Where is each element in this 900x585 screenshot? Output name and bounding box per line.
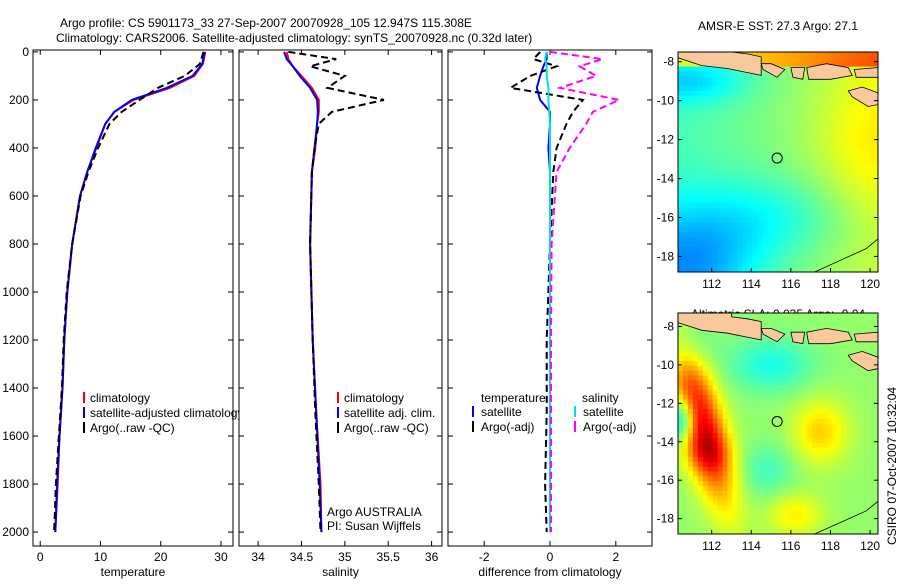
sumbawa-land [806, 63, 853, 80]
figure-title-line2: Climatology: CARS2006. Satellite-adjuste… [56, 31, 532, 45]
y-tick-label: -12 [657, 133, 675, 147]
x-tick-label: 114 [742, 277, 761, 291]
y-tick-label: -8 [663, 319, 674, 333]
y-tick-label: -12 [657, 396, 675, 410]
annotation-text: PI: Susan Wijffels [327, 519, 421, 533]
argo-location-marker [771, 152, 783, 164]
profile-panel-1: 0 10 20 30 0 200 400 600 800 1000 1200 1400 1600 1800… [2, 45, 243, 579]
sumbawa-land [806, 327, 853, 345]
y-tick-label: -16 [657, 210, 675, 224]
y-tick-label: 2000 [2, 525, 29, 539]
legend-entry: satellite [481, 405, 522, 419]
y-tick-label: 800 [9, 237, 29, 251]
footer-stamp: CSIRO 07-Oct-2007 10:32:04 [885, 387, 899, 545]
y-tick-label: -10 [657, 358, 675, 372]
x-tick-label: 34.5 [290, 550, 314, 564]
legend-entry: climatology [90, 391, 150, 405]
map-axes-box [677, 51, 879, 273]
series-line-argo-raw-qc- [53, 51, 205, 533]
x-tick-label: 20 [154, 550, 168, 564]
x-tick-label: 114 [742, 539, 761, 553]
legend-header: temperature [481, 391, 546, 405]
x-tick-label: 120 [860, 539, 880, 553]
legend-entry: climatology [344, 391, 404, 405]
y-tick-label: -8 [663, 55, 674, 69]
y-tick-label: -18 [657, 249, 675, 263]
x-tick-label: 118 [821, 277, 840, 291]
lombok-land [790, 331, 806, 345]
x-tick-label: 116 [781, 539, 800, 553]
x-tick-label: 35 [338, 550, 352, 564]
x-tick-label: 10 [94, 550, 108, 564]
heatmap-cells [678, 52, 878, 272]
legend-entry: Argo(..raw -QC) [344, 421, 429, 435]
australia-coastline [814, 501, 879, 535]
y-tick-label: 1200 [2, 333, 29, 347]
bali-land [760, 327, 786, 343]
x-tick-label: 112 [702, 539, 721, 553]
legend-entry: satellite adj. clim. [344, 406, 435, 420]
x-axis-label: difference from climatology [478, 565, 621, 579]
series-line-temperature-argo-adj- [507, 51, 585, 533]
legend-entry: satellite-adjusted climatology [90, 406, 243, 420]
y-tick-label: -14 [657, 435, 675, 449]
x-axis-label: salinity [322, 565, 359, 579]
argo-location-marker [771, 416, 783, 428]
y-tick-label: -10 [657, 94, 675, 108]
y-tick-label: -14 [657, 172, 675, 186]
australia-coastline [814, 238, 879, 273]
legend-header: salinity [582, 391, 619, 405]
x-tick-label: 112 [702, 277, 721, 291]
java-land [677, 51, 762, 76]
x-tick-label: -2 [479, 550, 490, 564]
y-tick-label: -18 [657, 512, 675, 526]
map-axes-box [677, 312, 879, 535]
x-tick-label: 34 [251, 550, 265, 564]
x-tick-label: 120 [860, 277, 880, 291]
x-tick-label: 0 [37, 550, 44, 564]
y-tick-label: -16 [657, 473, 675, 487]
y-tick-label: 0 [22, 45, 29, 59]
x-tick-label: 35.5 [377, 550, 401, 564]
map-title: AMSR-E SST: 27.3 Argo: 27.1 [698, 19, 858, 33]
y-tick-label: 400 [9, 141, 29, 155]
y-tick-label: 1400 [2, 381, 29, 395]
y-tick-label: 200 [9, 93, 29, 107]
x-tick-label: 30 [214, 550, 228, 564]
x-tick-label: 116 [781, 277, 800, 291]
x-tick-label: 118 [821, 539, 840, 553]
annotation-text: Argo AUSTRALIA [327, 505, 422, 519]
lombok-land [790, 67, 806, 80]
y-tick-label: 1800 [2, 477, 29, 491]
sla-map-panel: Altimetric SLA: 0.035 Argo: -0.041121141… [657, 307, 881, 553]
heatmap-cells [678, 313, 878, 534]
series-line-satellite-adj-clim- [283, 51, 323, 533]
y-tick-label: 1000 [2, 285, 29, 299]
figure-title-line1: Argo profile: CS 5901173_33 27-Sep-2007 … [60, 16, 472, 30]
legend-entry: Argo(..raw -QC) [90, 421, 175, 435]
profile-panel-2: 34 34.5 35 35.5 36 salinity climatologysatelli… [238, 49, 443, 579]
x-tick-label: 36 [425, 550, 439, 564]
x-tick-label: 2 [612, 550, 619, 564]
java-land [677, 312, 762, 341]
flores-land [853, 67, 879, 78]
series-line-salinity-argo-adj- [549, 50, 623, 533]
x-tick-label: 0 [547, 550, 554, 564]
legend-entry: Argo(-adj) [583, 420, 636, 434]
axes-box [238, 49, 443, 547]
y-tick-label: 1600 [2, 429, 29, 443]
sst-map-panel: AMSR-E SST: 27.3 Argo: 27.1 112 114 116 118 1… [657, 19, 881, 291]
legend-entry: satellite [583, 405, 624, 419]
bali-land [760, 63, 786, 78]
axes-box [32, 49, 234, 547]
y-tick-label: 600 [9, 189, 29, 203]
x-axis-label: temperature [101, 565, 166, 579]
legend-entry: Argo(-adj) [481, 420, 534, 434]
flores-land [853, 331, 879, 343]
